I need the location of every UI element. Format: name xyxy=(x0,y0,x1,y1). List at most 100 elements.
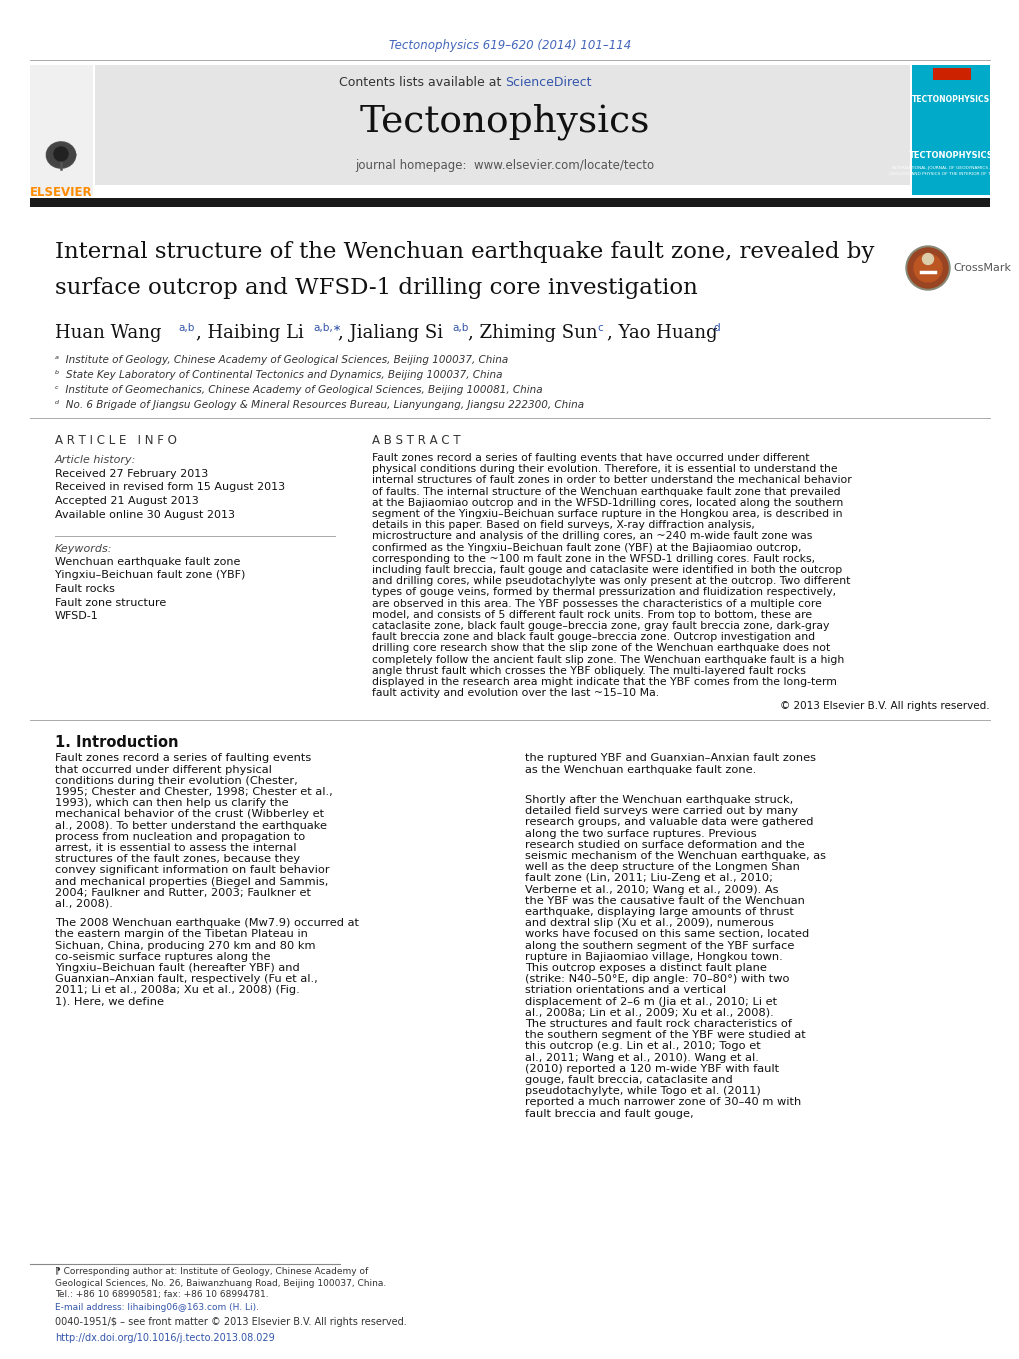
Text: pseudotachylyte, while Togo et al. (2011): pseudotachylyte, while Togo et al. (2011… xyxy=(525,1086,760,1097)
Circle shape xyxy=(52,158,62,167)
Bar xyxy=(30,65,93,194)
Text: conditions during their evolution (Chester,: conditions during their evolution (Chest… xyxy=(55,776,298,786)
Text: ᶜ  Institute of Geomechanics, Chinese Academy of Geological Sciences, Beijing 10: ᶜ Institute of Geomechanics, Chinese Aca… xyxy=(55,385,542,395)
Text: , Haibing Li: , Haibing Li xyxy=(196,323,304,342)
Circle shape xyxy=(65,149,75,160)
Text: Shortly after the Wenchuan earthquake struck,: Shortly after the Wenchuan earthquake st… xyxy=(525,795,793,805)
Text: 1). Here, we define: 1). Here, we define xyxy=(55,996,164,1007)
Circle shape xyxy=(55,141,65,152)
Circle shape xyxy=(913,254,942,283)
Text: Received 27 February 2013: Received 27 February 2013 xyxy=(55,469,208,478)
Circle shape xyxy=(907,247,947,288)
Text: angle thrust fault which crosses the YBF obliquely. The multi-layered fault rock: angle thrust fault which crosses the YBF… xyxy=(372,666,805,675)
Text: This outcrop exposes a distinct fault plane: This outcrop exposes a distinct fault pl… xyxy=(525,964,766,973)
Text: earthquake, displaying large amounts of thrust: earthquake, displaying large amounts of … xyxy=(525,906,793,917)
Text: Fault zones record a series of faulting events that have occurred under differen: Fault zones record a series of faulting … xyxy=(372,453,809,463)
Text: Tel.: +86 10 68990581; fax: +86 10 68994781.: Tel.: +86 10 68990581; fax: +86 10 68994… xyxy=(55,1290,268,1298)
Text: that occurred under different physical: that occurred under different physical xyxy=(55,765,272,775)
Text: 1993), which can then help us clarify the: 1993), which can then help us clarify th… xyxy=(55,798,288,809)
Text: Received in revised form 15 August 2013: Received in revised form 15 August 2013 xyxy=(55,482,285,492)
Text: seismic mechanism of the Wenchuan earthquake, as: seismic mechanism of the Wenchuan earthq… xyxy=(525,851,825,862)
Text: cataclasite zone, black fault gouge–breccia zone, gray fault breccia zone, dark-: cataclasite zone, black fault gouge–brec… xyxy=(372,621,828,631)
Text: and dextral slip (Xu et al., 2009), numerous: and dextral slip (Xu et al., 2009), nume… xyxy=(525,919,773,928)
Text: completely follow the ancient fault slip zone. The Wenchuan earthquake fault is : completely follow the ancient fault slip… xyxy=(372,655,844,665)
Text: the YBF was the causative fault of the Wenchuan: the YBF was the causative fault of the W… xyxy=(525,896,804,906)
Circle shape xyxy=(65,152,75,163)
Text: ScienceDirect: ScienceDirect xyxy=(504,76,591,90)
Text: Sichuan, China, producing 270 km and 80 km: Sichuan, China, producing 270 km and 80 … xyxy=(55,940,315,950)
Text: c: c xyxy=(596,323,602,333)
Text: a,b: a,b xyxy=(178,323,195,333)
Text: physical conditions during their evolution. Therefore, it is essential to unders: physical conditions during their evoluti… xyxy=(372,465,837,474)
Text: Fault rocks: Fault rocks xyxy=(55,584,115,594)
Text: Guanxian–Anxian fault, respectively (Fu et al.,: Guanxian–Anxian fault, respectively (Fu … xyxy=(55,974,318,984)
Text: works have focused on this same section, located: works have focused on this same section,… xyxy=(525,930,808,939)
Text: (2010) reported a 120 m-wide YBF with fault: (2010) reported a 120 m-wide YBF with fa… xyxy=(525,1064,779,1074)
Text: Internal structure of the Wenchuan earthquake fault zone, revealed by: Internal structure of the Wenchuan earth… xyxy=(55,241,873,264)
Text: Accepted 21 August 2013: Accepted 21 August 2013 xyxy=(55,496,199,506)
Text: structures of the fault zones, because they: structures of the fault zones, because t… xyxy=(55,855,300,864)
Text: The structures and fault rock characteristics of: The structures and fault rock characteri… xyxy=(525,1019,791,1029)
Circle shape xyxy=(49,144,59,154)
Text: and drilling cores, while pseudotachylyte was only present at the outcrop. Two d: and drilling cores, while pseudotachylyt… xyxy=(372,576,850,586)
Text: the eastern margin of the Tibetan Plateau in: the eastern margin of the Tibetan Platea… xyxy=(55,930,308,939)
Circle shape xyxy=(49,156,59,166)
Text: of faults. The internal structure of the Wenchuan earthquake fault zone that pre: of faults. The internal structure of the… xyxy=(372,487,840,496)
Text: , Zhiming Sun: , Zhiming Sun xyxy=(468,323,597,342)
Text: Huan Wang: Huan Wang xyxy=(55,323,161,342)
Text: fault breccia and fault gouge,: fault breccia and fault gouge, xyxy=(525,1109,693,1118)
Circle shape xyxy=(921,254,932,265)
Circle shape xyxy=(54,147,68,160)
Text: 0040-1951/$ – see front matter © 2013 Elsevier B.V. All rights reserved.: 0040-1951/$ – see front matter © 2013 El… xyxy=(55,1317,407,1326)
Text: 2004; Faulkner and Rutter, 2003; Faulkner et: 2004; Faulkner and Rutter, 2003; Faulkne… xyxy=(55,887,311,898)
Circle shape xyxy=(61,156,71,167)
Text: a,b: a,b xyxy=(451,323,468,333)
Text: ᵇ  State Key Laboratory of Continental Tectonics and Dynamics, Beijing 100037, C: ᵇ State Key Laboratory of Continental Te… xyxy=(55,370,502,381)
Text: 1. Introduction: 1. Introduction xyxy=(55,735,178,750)
Text: GEOLOGY AND PHYSICS OF THE INTERIOR OF THE EARTH: GEOLOGY AND PHYSICS OF THE INTERIOR OF T… xyxy=(889,173,1012,177)
Bar xyxy=(911,65,989,194)
Text: 2011; Li et al., 2008a; Xu et al., 2008) (Fig.: 2011; Li et al., 2008a; Xu et al., 2008)… xyxy=(55,985,300,995)
Text: mechanical behavior of the crust (Wibberley et: mechanical behavior of the crust (Wibber… xyxy=(55,810,324,819)
Text: Article history:: Article history: xyxy=(55,455,137,465)
Text: arrest, it is essential to assess the internal: arrest, it is essential to assess the in… xyxy=(55,843,297,853)
Text: al., 2008). To better understand the earthquake: al., 2008). To better understand the ear… xyxy=(55,821,327,830)
Text: Contents lists available at: Contents lists available at xyxy=(338,76,504,90)
Text: Geological Sciences, No. 26, Baiwanzhuang Road, Beijing 100037, China.: Geological Sciences, No. 26, Baiwanzhuan… xyxy=(55,1279,386,1287)
Circle shape xyxy=(905,246,949,289)
Circle shape xyxy=(65,149,75,160)
Text: fault activity and evolution over the last ~15–10 Ma.: fault activity and evolution over the la… xyxy=(372,688,658,699)
Text: journal homepage:  www.elsevier.com/locate/tecto: journal homepage: www.elsevier.com/locat… xyxy=(355,159,654,171)
Text: reported a much narrower zone of 30–40 m with: reported a much narrower zone of 30–40 m… xyxy=(525,1098,801,1108)
Circle shape xyxy=(58,158,68,169)
Text: a,b,∗: a,b,∗ xyxy=(313,323,341,333)
Text: The 2008 Wenchuan earthquake (Mw7.9) occurred at: The 2008 Wenchuan earthquake (Mw7.9) occ… xyxy=(55,919,359,928)
Text: TECTONOPHYSICS: TECTONOPHYSICS xyxy=(911,95,989,105)
Text: this outcrop (e.g. Lin et al., 2010; Togo et: this outcrop (e.g. Lin et al., 2010; Tog… xyxy=(525,1041,760,1052)
Text: Verberne et al., 2010; Wang et al., 2009). As: Verberne et al., 2010; Wang et al., 2009… xyxy=(525,885,777,894)
Text: Available online 30 August 2013: Available online 30 August 2013 xyxy=(55,510,234,519)
Text: along the two surface ruptures. Previous: along the two surface ruptures. Previous xyxy=(525,829,756,839)
Circle shape xyxy=(52,143,62,152)
Text: Tectonophysics: Tectonophysics xyxy=(360,103,649,140)
Text: well as the deep structure of the Longmen Shan: well as the deep structure of the Longme… xyxy=(525,862,799,872)
Text: E-mail address: lihaibing06@163.com (H. Li).: E-mail address: lihaibing06@163.com (H. … xyxy=(55,1302,259,1311)
Text: convey significant information on fault behavior: convey significant information on fault … xyxy=(55,866,329,875)
Text: drilling core research show that the slip zone of the Wenchuan earthquake does n: drilling core research show that the sli… xyxy=(372,643,829,654)
Circle shape xyxy=(47,154,57,164)
Circle shape xyxy=(63,155,73,164)
Text: Yingxiu–Beichuan fault zone (YBF): Yingxiu–Beichuan fault zone (YBF) xyxy=(55,571,246,580)
Text: al., 2011; Wang et al., 2010). Wang et al.: al., 2011; Wang et al., 2010). Wang et a… xyxy=(525,1053,758,1063)
Circle shape xyxy=(63,145,73,155)
Text: Tectonophysics 619–620 (2014) 101–114: Tectonophysics 619–620 (2014) 101–114 xyxy=(388,38,631,52)
Text: , Yao Huang: , Yao Huang xyxy=(606,323,717,342)
Text: rupture in Bajiaomiao village, Hongkou town.: rupture in Bajiaomiao village, Hongkou t… xyxy=(525,951,782,962)
Text: gouge, fault breccia, cataclasite and: gouge, fault breccia, cataclasite and xyxy=(525,1075,732,1084)
Text: displayed in the research area might indicate that the YBF comes from the long-t: displayed in the research area might ind… xyxy=(372,677,836,688)
Text: al., 2008).: al., 2008). xyxy=(55,900,113,909)
Text: displacement of 2–6 m (Jia et al., 2010; Li et: displacement of 2–6 m (Jia et al., 2010;… xyxy=(525,996,776,1007)
Text: microstructure and analysis of the drilling cores, an ~240 m-wide fault zone was: microstructure and analysis of the drill… xyxy=(372,531,811,541)
Bar xyxy=(95,65,909,185)
Text: Fault zones record a series of faulting events: Fault zones record a series of faulting … xyxy=(55,753,311,764)
Text: along the southern segment of the YBF surface: along the southern segment of the YBF su… xyxy=(525,940,794,950)
